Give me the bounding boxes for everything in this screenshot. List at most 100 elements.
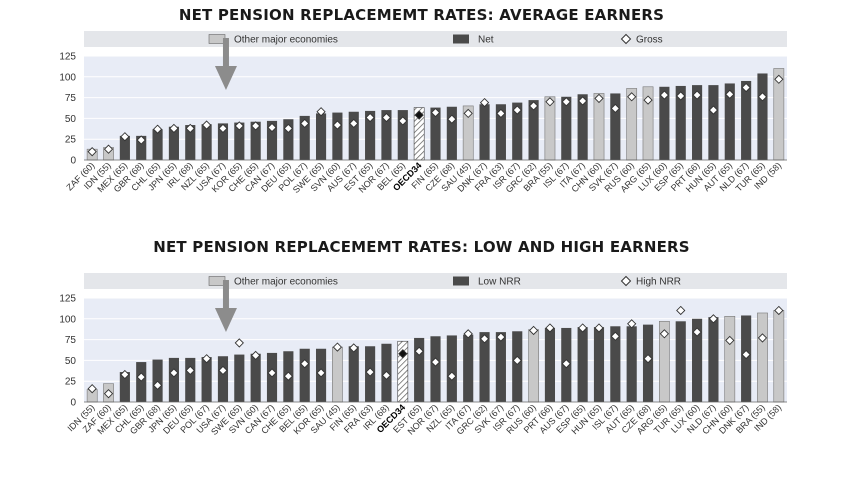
marker-27 <box>528 325 539 336</box>
bar-21 <box>430 107 441 160</box>
marker-39 <box>725 89 735 99</box>
marker-14 <box>316 368 326 378</box>
marker-9 <box>234 121 244 131</box>
marker-36 <box>676 305 686 316</box>
bar-32 <box>610 326 621 402</box>
marker-11 <box>267 122 277 133</box>
arrow-head-icon <box>214 308 237 332</box>
marker-1 <box>103 389 114 399</box>
bar-2 <box>119 372 130 402</box>
legend-label-marker: Gross <box>636 35 663 46</box>
marker-26 <box>512 355 522 366</box>
marker-14 <box>316 107 326 117</box>
bar-38 <box>708 317 719 402</box>
marker-20 <box>414 346 424 356</box>
legend-box <box>84 273 787 289</box>
marker-35 <box>659 329 670 339</box>
marker-20 <box>414 110 424 120</box>
bar-27 <box>528 329 539 403</box>
bar-33 <box>626 326 637 402</box>
marker-16 <box>349 343 359 353</box>
bar-16 <box>348 346 359 402</box>
bar-19 <box>397 110 408 160</box>
marker-27 <box>528 101 539 111</box>
marker-4 <box>152 124 163 134</box>
marker-25 <box>496 108 506 119</box>
bar-8 <box>217 356 229 402</box>
marker-16 <box>349 118 359 129</box>
marker-4 <box>152 380 163 390</box>
bar-21 <box>430 336 441 402</box>
marker-2 <box>120 132 130 142</box>
legend-marker-icon <box>620 275 632 287</box>
bar-5 <box>168 126 179 160</box>
bar-10 <box>250 353 261 402</box>
marker-31 <box>594 93 604 104</box>
bar-29 <box>561 96 572 160</box>
chart-low-high-earners: Other major economies Low NRR High NRR 0 25 5… <box>59 273 787 437</box>
chart-average-earners: Other major economies Net Gross 0 25 50 75 100 1… <box>59 31 787 195</box>
marker-0 <box>87 147 97 157</box>
bar-6 <box>185 125 196 160</box>
marker-6 <box>185 123 195 134</box>
marker-0 <box>87 384 97 394</box>
marker-22 <box>447 114 457 124</box>
bar-37 <box>692 318 703 402</box>
marker-10 <box>251 350 261 361</box>
marker-33 <box>627 92 637 102</box>
bar-30 <box>577 94 588 160</box>
legend-label-bar: Low NRR <box>478 277 521 288</box>
marker-35 <box>659 90 670 100</box>
marker-26 <box>512 105 522 115</box>
bar-30 <box>577 327 588 402</box>
y-tick-label: 50 <box>65 356 77 367</box>
bar-20 <box>414 337 425 402</box>
bar-17 <box>365 110 376 160</box>
marker-30 <box>578 323 588 333</box>
marker-40 <box>741 349 751 360</box>
marker-22 <box>447 371 457 381</box>
marker-23 <box>463 108 473 119</box>
arrow-head-icon <box>214 66 237 90</box>
marker-3 <box>136 372 146 382</box>
bar-40 <box>741 80 752 160</box>
marker-17 <box>365 112 375 123</box>
y-tick-label: 100 <box>59 72 76 83</box>
bar-7 <box>201 357 212 402</box>
marker-7 <box>201 354 212 364</box>
bar-28 <box>544 327 556 402</box>
marker-34 <box>643 354 653 364</box>
bar-32 <box>610 93 621 160</box>
marker-30 <box>578 96 588 106</box>
marker-18 <box>381 112 392 123</box>
bar-39 <box>724 316 736 403</box>
legend-marker-icon <box>620 33 632 45</box>
marker-38 <box>708 314 719 324</box>
bar-27 <box>528 100 539 160</box>
bar-37 <box>692 85 703 160</box>
bar-6 <box>185 357 196 402</box>
legend-box <box>84 31 787 47</box>
marker-7 <box>201 120 212 130</box>
marker-13 <box>300 118 310 129</box>
bar-16 <box>348 111 359 160</box>
legend-swatch-other <box>208 34 226 44</box>
y-tick-label: 125 <box>59 294 76 305</box>
bar-7 <box>201 124 212 160</box>
bar-35 <box>659 86 670 160</box>
bar-13 <box>299 115 310 160</box>
marker-31 <box>594 323 604 333</box>
bar-18 <box>381 110 392 160</box>
chart-title-average: NET PENSION REPLACEMEMT RATES: AVERAGE E… <box>178 6 665 24</box>
marker-34 <box>643 95 653 105</box>
legend-swatch-bar <box>453 276 469 286</box>
bar-31 <box>593 93 605 161</box>
marker-2 <box>120 369 130 380</box>
bar-23 <box>463 334 474 402</box>
marker-21 <box>430 107 441 118</box>
marker-42 <box>774 74 784 84</box>
marker-6 <box>185 365 195 376</box>
bar-24 <box>479 332 490 402</box>
y-tick-label: 25 <box>65 377 77 388</box>
marker-17 <box>365 367 375 377</box>
